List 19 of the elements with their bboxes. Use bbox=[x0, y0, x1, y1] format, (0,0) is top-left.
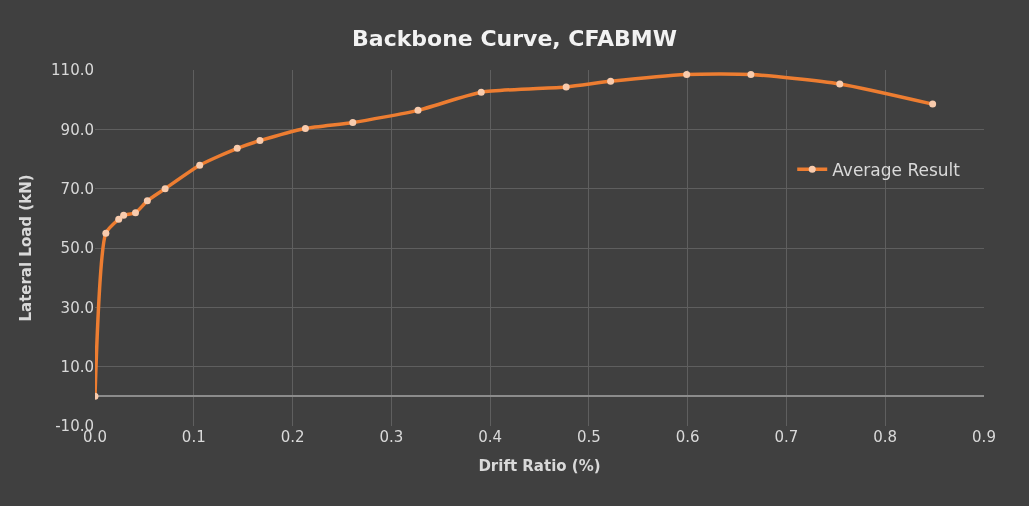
y-tick-label: 70.0 bbox=[60, 179, 94, 198]
x-tick-label: 0.4 bbox=[478, 428, 503, 446]
x-tick-label: 0.2 bbox=[280, 428, 305, 446]
x-tick-label: 0.5 bbox=[576, 428, 601, 446]
legend-label: Average Result bbox=[832, 159, 961, 180]
y-axis-title: Lateral Load (kN) bbox=[17, 174, 36, 322]
x-axis-title: Drift Ratio (%) bbox=[478, 457, 601, 475]
x-tick-label: 0.7 bbox=[774, 428, 799, 446]
x-tick-label: 0.9 bbox=[972, 428, 996, 446]
y-tick-label: 10.0 bbox=[60, 357, 94, 376]
chart-title: Backbone Curve, CFABMW bbox=[352, 25, 677, 51]
x-tick-label: 0.3 bbox=[379, 428, 404, 446]
x-tick-label: 0.1 bbox=[181, 428, 206, 446]
y-tick-label: 50.0 bbox=[60, 239, 94, 258]
y-tick-label: 30.0 bbox=[60, 298, 94, 317]
x-tick-label: 0.8 bbox=[873, 428, 898, 446]
y-tick-label: 90.0 bbox=[60, 120, 94, 139]
y-tick-label: 110.0 bbox=[51, 61, 94, 80]
x-tick-label: 0.6 bbox=[675, 428, 700, 446]
